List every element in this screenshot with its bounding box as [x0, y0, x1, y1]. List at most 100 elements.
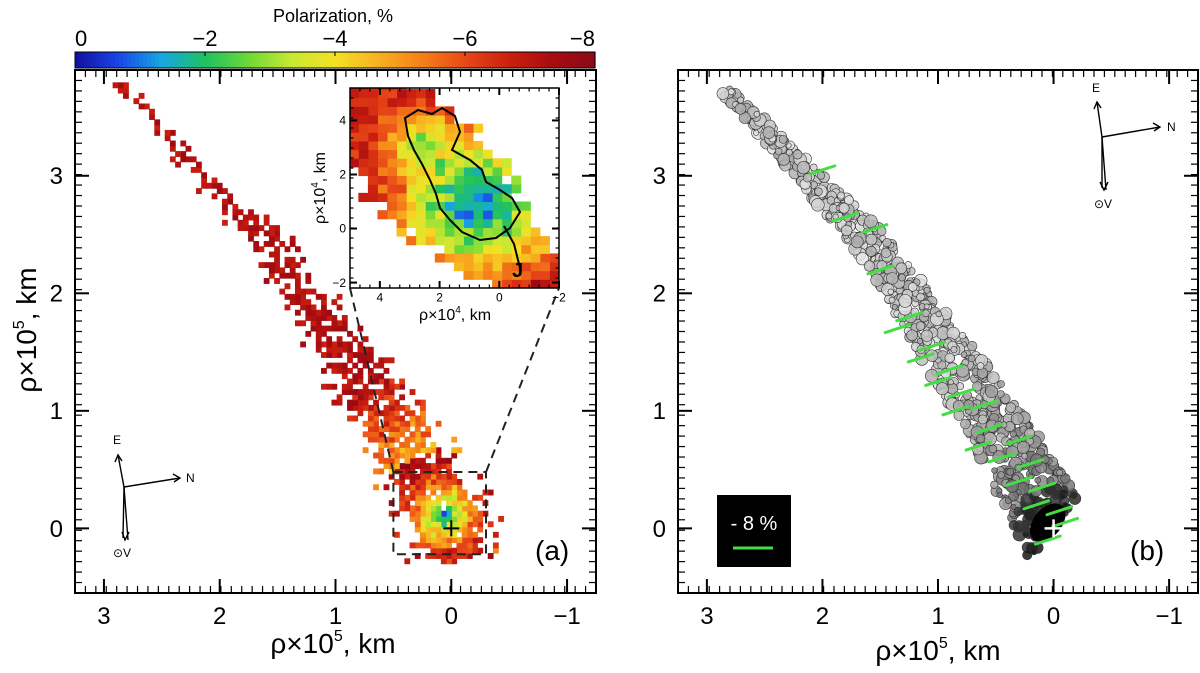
heatmap-pixel: [357, 341, 364, 348]
x-tick-label: 0: [1047, 603, 1060, 630]
heatmap-pixel: [435, 463, 442, 470]
colorbar-segment: [175, 52, 180, 68]
inset-pixel: [387, 132, 398, 142]
heatmap-pixel: [446, 468, 452, 475]
heatmap-pixel: [289, 235, 296, 242]
heatmap-pixel: [336, 352, 343, 358]
heatmap-pixel: [362, 357, 369, 364]
heatmap-pixel: [383, 367, 390, 374]
heatmap-pixel: [461, 542, 468, 549]
heatmap-pixel: [383, 426, 390, 432]
inset-pixel: [539, 270, 550, 280]
intensity-blob: [990, 480, 999, 489]
heatmap-pixel: [383, 389, 390, 395]
heatmap-pixel: [164, 129, 171, 136]
inset-pixel: [377, 149, 388, 159]
panel-a-heatmap: [112, 82, 504, 565]
heatmap-pixel: [357, 373, 364, 380]
inset-pixel: [396, 184, 407, 194]
heatmap-pixel: [357, 394, 364, 401]
heatmap-pixel: [321, 352, 327, 358]
heatmap-pixel: [362, 336, 369, 343]
heatmap-pixel: [409, 473, 416, 480]
heatmap-pixel: [409, 516, 416, 522]
heatmap-pixel: [378, 378, 385, 385]
heatmap-pixel: [347, 399, 353, 406]
heatmap-pixel: [331, 315, 338, 321]
heatmap-pixel: [180, 156, 187, 163]
heatmap-pixel: [201, 182, 208, 189]
heatmap-pixel: [393, 452, 400, 459]
intensity-blob: [923, 303, 930, 310]
heatmap-pixel: [409, 389, 416, 395]
heatmap-pixel: [420, 431, 426, 438]
inset-pixel: [482, 149, 493, 159]
colorbar-segment: [359, 52, 364, 68]
colorbar-segment: [303, 52, 308, 68]
colorbar-segment: [291, 52, 296, 68]
heatmap-pixel: [430, 500, 437, 507]
inset-pixel: [406, 166, 417, 177]
heatmap-pixel: [331, 346, 338, 353]
inset-pixel: [387, 201, 398, 211]
heatmap-pixel: [300, 320, 306, 327]
heatmap-pixel: [388, 415, 395, 422]
heatmap-pixel: [466, 547, 473, 554]
inset-pixel: [444, 106, 455, 116]
intensity-blob: [753, 110, 761, 118]
colorbar-segment: [319, 52, 324, 68]
x-tick-label: −1: [553, 603, 580, 630]
heatmap-pixel: [248, 214, 254, 221]
heatmap-pixel: [367, 415, 374, 422]
heatmap-pixel: [425, 537, 432, 544]
heatmap-pixel: [456, 516, 463, 522]
inset-ylabel: ρ×104, km: [310, 152, 329, 224]
heatmap-pixel: [461, 526, 468, 533]
inset-pixel: [453, 227, 464, 237]
heatmap-pixel: [305, 315, 312, 321]
inset-pixel: [501, 166, 512, 177]
compass-a-e: E: [113, 433, 121, 447]
heatmap-pixel: [404, 404, 411, 411]
inset-pixel: [482, 262, 493, 272]
inset-pixel: [415, 184, 426, 194]
heatmap-pixel: [399, 489, 405, 496]
inset-pixel: [367, 97, 378, 107]
heatmap-pixel: [258, 246, 265, 253]
colorbar-segment: [475, 52, 480, 68]
heatmap-pixel: [373, 415, 379, 422]
heatmap-pixel: [435, 542, 442, 549]
heatmap-pixel: [289, 241, 296, 247]
colorbar-segment: [407, 52, 412, 68]
heatmap-pixel: [414, 420, 421, 427]
heatmap-pixel: [315, 341, 322, 348]
inset-pixel: [444, 210, 455, 220]
heatmap-pixel: [404, 457, 411, 464]
heatmap-pixel: [461, 521, 468, 528]
heatmap-pixel: [492, 547, 499, 554]
panel-a-xlabel-prefix: ρ×10: [270, 628, 333, 659]
intensity-blob: [886, 272, 899, 285]
inset-tick-labels: 4 2 0 −2 −2 0 2 4: [332, 114, 566, 305]
inset-pixel: [520, 201, 531, 211]
inset-pixel: [539, 262, 550, 272]
heatmap-pixel: [347, 352, 353, 358]
heatmap-pixel: [242, 219, 249, 226]
colorbar-segment: [399, 52, 404, 68]
panel-a-ylabel-suffix: , km: [11, 267, 42, 320]
heatmap-pixel: [420, 521, 426, 528]
colorbar-segment: [131, 52, 136, 68]
colorbar-segment: [135, 52, 140, 68]
heatmap-pixel: [341, 325, 348, 332]
inset-pixel: [482, 210, 493, 220]
heatmap-pixel: [393, 404, 400, 411]
heatmap-pixel: [451, 526, 458, 533]
intensity-blob: [986, 371, 1000, 384]
inset-pixel: [377, 132, 388, 142]
heatmap-pixel: [180, 151, 187, 157]
heatmap-pixel: [414, 553, 421, 559]
heatmap-pixel: [336, 336, 343, 343]
heatmap-pixel: [388, 383, 395, 390]
heatmap-pixel: [420, 404, 426, 411]
inset-pixel: [396, 210, 407, 220]
